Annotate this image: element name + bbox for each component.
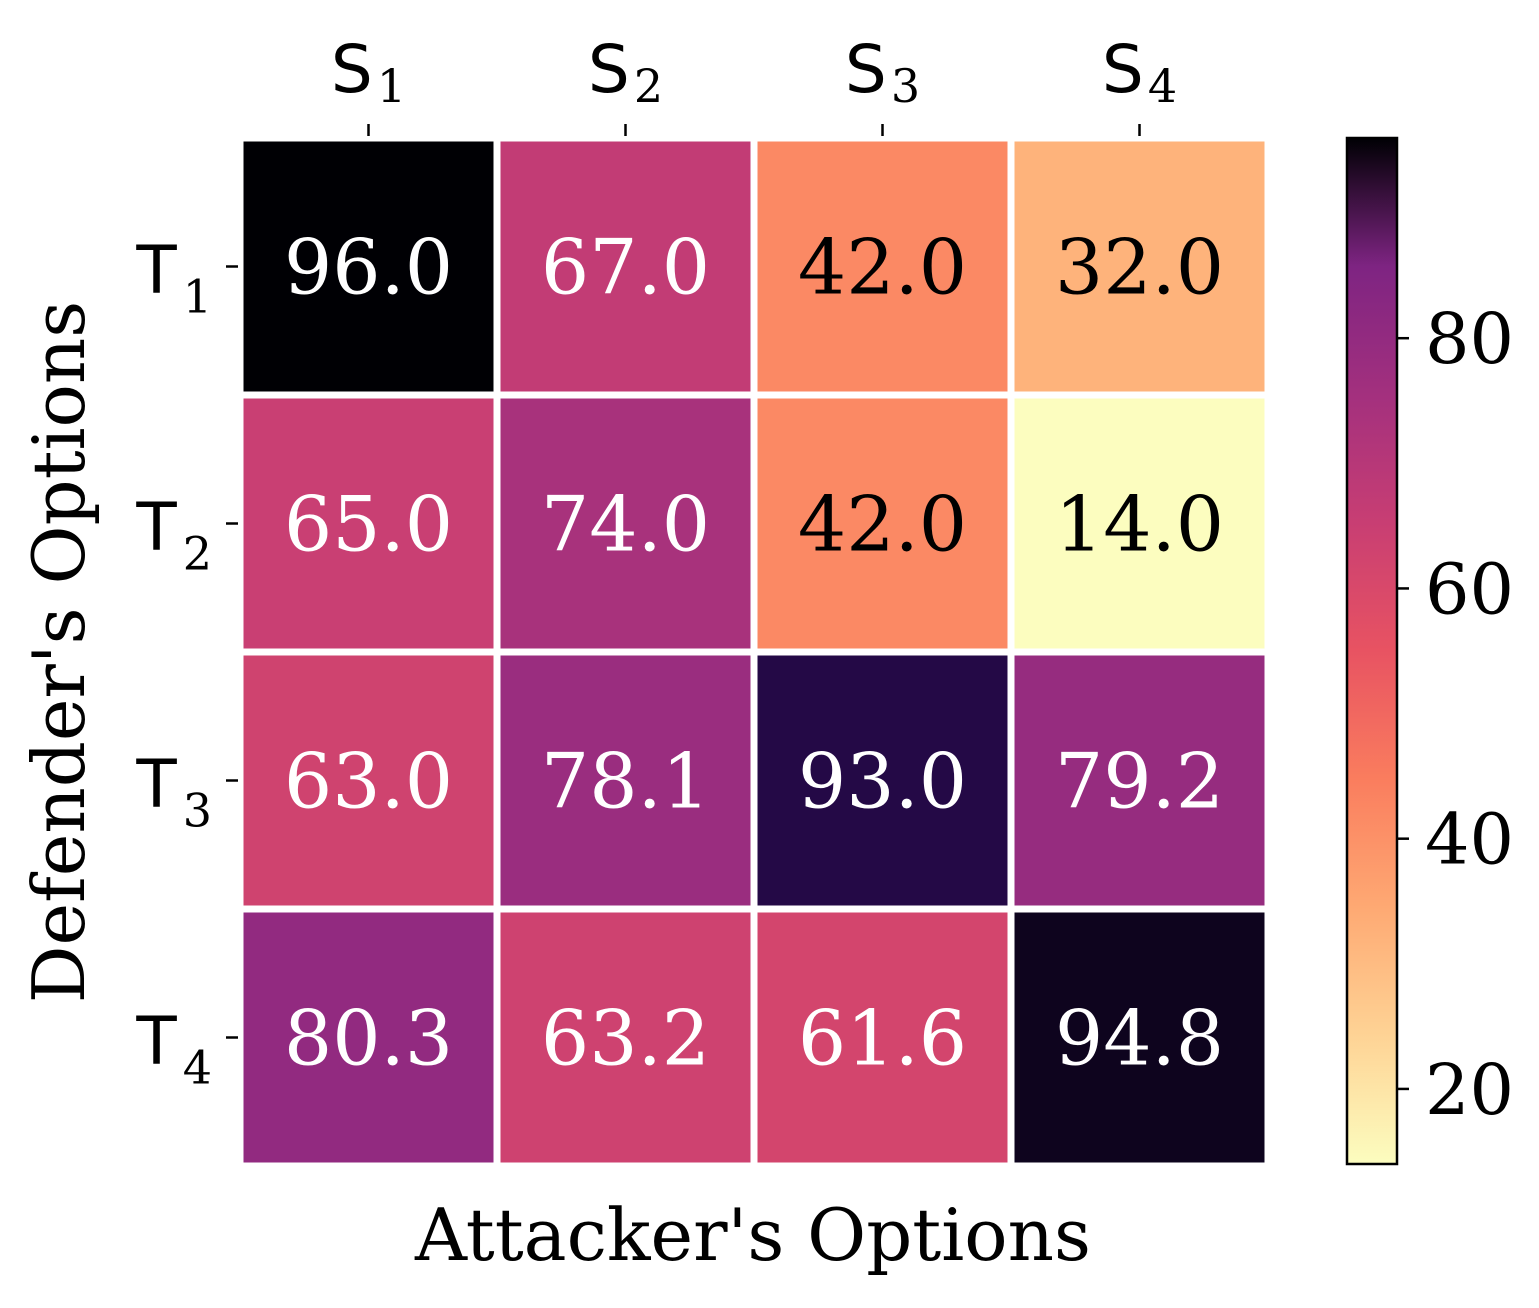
heatmap-cell: [757, 912, 1008, 1163]
colorbar-tick-label: 60: [1425, 548, 1514, 630]
cell-value-label: 65.0: [284, 480, 453, 569]
x-tick-label: S1: [331, 31, 406, 113]
heatmap-cell: [500, 655, 751, 906]
heatmap-cells: [243, 141, 1265, 1163]
colorbar-tick-label: 80: [1425, 298, 1514, 380]
heatmap-cell: [1014, 141, 1265, 392]
cell-value-label: 78.1: [541, 737, 710, 826]
heatmap-cell: [243, 141, 494, 392]
cell-value-label: 93.0: [798, 737, 967, 826]
heatmap-cell: [757, 141, 1008, 392]
cell-value-label: 63.0: [284, 737, 453, 826]
heatmap-cell: [500, 912, 751, 1163]
heatmap-cell: [500, 398, 751, 649]
colorbar: 20 40 60 80: [1345, 136, 1514, 1166]
cell-value-label: 63.2: [541, 994, 710, 1083]
colorbar-tick-label: 40: [1425, 799, 1514, 881]
cell-value-label: 96.0: [284, 223, 453, 312]
cell-value-label: 42.0: [798, 480, 967, 569]
colorbar-gradient: [1345, 136, 1399, 1166]
x-tick-label: S3: [845, 31, 920, 113]
cell-value-label: 74.0: [541, 480, 710, 569]
cell-value-label: 94.8: [1055, 994, 1224, 1083]
heatmap-cell: [757, 398, 1008, 649]
cell-value-label: 67.0: [541, 223, 710, 312]
heatmap-cell: [1014, 655, 1265, 906]
cell-value-label: 14.0: [1055, 480, 1224, 569]
y-axis: T 1 T 2 T 3 T 4: [135, 232, 238, 1095]
cell-value-label: 32.0: [1055, 223, 1224, 312]
x-axis-label: Attacker's Options: [414, 1193, 1091, 1277]
y-axis-label: Defender's Options: [17, 301, 101, 1003]
x-tick-label: S4: [1102, 31, 1177, 113]
heatmap-cell-labels: 96.0 67.0 42.0 32.0 65.0 74.0 42.0 14.0 63.0 78.1…: [284, 223, 1224, 1083]
x-axis: S1 S2 S3 S4: [331, 31, 1177, 136]
heatmap-cell: [243, 655, 494, 906]
heatmap-cell: [500, 141, 751, 392]
cell-value-label: 79.2: [1055, 737, 1224, 826]
heatmap-cell: [243, 398, 494, 649]
colorbar-tick-label: 20: [1425, 1049, 1514, 1131]
cell-value-label: 42.0: [798, 223, 967, 312]
heatmap-cell: [243, 912, 494, 1163]
heatmap-cell: [757, 655, 1008, 906]
x-tick-label: S2: [588, 31, 663, 113]
cell-value-label: 61.6: [798, 994, 967, 1083]
cell-value-label: 80.3: [284, 994, 453, 1083]
heatmap-cell: [1014, 398, 1265, 649]
heatmap-cell: [1014, 912, 1265, 1163]
